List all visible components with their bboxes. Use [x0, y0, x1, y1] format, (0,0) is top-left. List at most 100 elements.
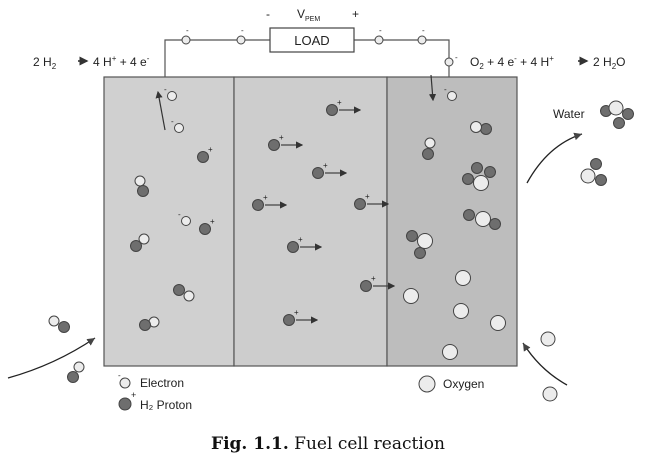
cathode-product: 2 H2O — [593, 55, 625, 71]
wire-electron — [417, 35, 427, 45]
hydrogen-atom — [138, 233, 150, 245]
wire-electron-sign: - — [455, 53, 458, 62]
proton — [268, 139, 280, 151]
hydrogen-atom — [139, 319, 151, 331]
electron — [167, 91, 177, 101]
charge-sign: + — [210, 217, 215, 226]
hydrogen-atom — [67, 371, 79, 383]
oxygen-atom — [542, 386, 558, 402]
hydrogen-atom — [424, 137, 436, 149]
proton — [283, 314, 295, 326]
legend-oxygen-label: Oxygen — [443, 377, 484, 391]
charge-sign: + — [323, 161, 328, 170]
wire-electron — [444, 57, 454, 67]
wire-electron — [236, 35, 246, 45]
charge-sign: + — [279, 133, 284, 142]
hydrogen-atom — [137, 185, 149, 197]
proton — [354, 198, 366, 210]
proton — [197, 151, 209, 163]
legend: - Electron + H₂ Proton Oxygen — [118, 371, 484, 412]
load-box — [269, 27, 355, 53]
anode-product: 4 H+ + 4 e- — [93, 54, 150, 69]
oxygen-atom — [453, 303, 469, 319]
hydrogen-atom — [480, 123, 492, 135]
wire-electron-sign: - — [379, 26, 382, 35]
hydrogen-atom — [414, 247, 426, 259]
legend-electron-label: Electron — [140, 376, 184, 390]
water-h-atom — [590, 158, 602, 170]
charge-sign: - — [444, 85, 447, 94]
load-label: LOAD — [294, 33, 329, 48]
electron — [174, 123, 184, 133]
hydrogen-atom — [58, 321, 70, 333]
charge-sign: + — [294, 308, 299, 317]
charge-sign: - — [171, 117, 174, 126]
hydrogen-atom — [48, 315, 60, 327]
oxygen-atom — [490, 315, 506, 331]
hydrogen-atom — [183, 290, 195, 302]
charge-sign: - — [178, 210, 181, 219]
charge-sign: - — [164, 85, 167, 94]
legend-oxygen-icon — [418, 375, 436, 393]
water-o-atom — [580, 168, 596, 184]
legend-proton-label: H₂ Proton — [140, 398, 192, 412]
charge-sign: + — [365, 192, 370, 201]
hydrogen-atom — [406, 230, 418, 242]
figure-caption: Fig. 1.1. Fuel cell reaction — [211, 434, 445, 454]
cathode-equation: O2 + 4 e- + 4 H+ 2 H2O — [470, 54, 625, 71]
hydrogen-inflow-arrow — [7, 337, 96, 379]
proton — [199, 223, 211, 235]
oxygen-atom — [475, 211, 491, 227]
oxygen-atom — [540, 331, 556, 347]
water-h-atom — [595, 174, 607, 186]
electron — [447, 91, 457, 101]
external-circuit: LOAD VPEM - + - - - - - — [164, 7, 458, 77]
oxygen-atom — [403, 288, 419, 304]
charge-sign: + — [298, 235, 303, 244]
legend-electron-icon — [119, 377, 131, 389]
hydrogen-atom — [470, 121, 482, 133]
membrane-region — [233, 76, 388, 367]
particles: - - + - + + + + + + + + + - — [48, 85, 634, 402]
hydrogen-atom — [73, 361, 85, 373]
plus-sign: + — [352, 7, 359, 21]
wire-electron — [374, 35, 384, 45]
water-h-atom — [613, 117, 625, 129]
hydrogen-atom — [422, 148, 434, 160]
proton — [252, 199, 264, 211]
legend-electron-sign: - — [118, 371, 121, 380]
oxygen-inflow-arrow — [522, 342, 568, 386]
legend-proton-sign: + — [131, 390, 136, 400]
proton — [287, 241, 299, 253]
oxygen-atom — [442, 344, 458, 360]
anode-equation: 2 H2 4 H+ + 4 e- — [33, 54, 150, 71]
legend-proton-icon — [118, 397, 132, 411]
minus-sign: - — [266, 7, 270, 21]
hydrogen-atom — [484, 166, 496, 178]
cathode-reactants: O2 + 4 e- + 4 H+ — [470, 54, 554, 71]
oxygen-atom — [417, 233, 433, 249]
water-o-atom — [608, 100, 624, 116]
electron — [181, 216, 191, 226]
charge-sign: + — [337, 98, 342, 107]
hydrogen-atom — [134, 175, 146, 187]
wire-electron-sign: - — [186, 26, 189, 35]
wire-electron-sign: - — [422, 26, 425, 35]
wire-electron-sign: - — [241, 26, 244, 35]
charge-sign: + — [208, 145, 213, 154]
wire-electron — [181, 35, 191, 45]
hydrogen-atom — [471, 162, 483, 174]
proton — [360, 280, 372, 292]
hydrogen-atom — [462, 173, 474, 185]
hydrogen-atom — [130, 240, 142, 252]
electron-up-arrow — [155, 90, 166, 131]
anode-reactant: 2 H2 — [33, 55, 57, 71]
water-label: Water — [553, 107, 585, 121]
electron-down-arrow — [428, 74, 437, 102]
hydrogen-atom — [463, 209, 475, 221]
charge-sign: + — [371, 274, 376, 283]
anode-region — [103, 76, 235, 367]
proton — [312, 167, 324, 179]
proton — [326, 104, 338, 116]
